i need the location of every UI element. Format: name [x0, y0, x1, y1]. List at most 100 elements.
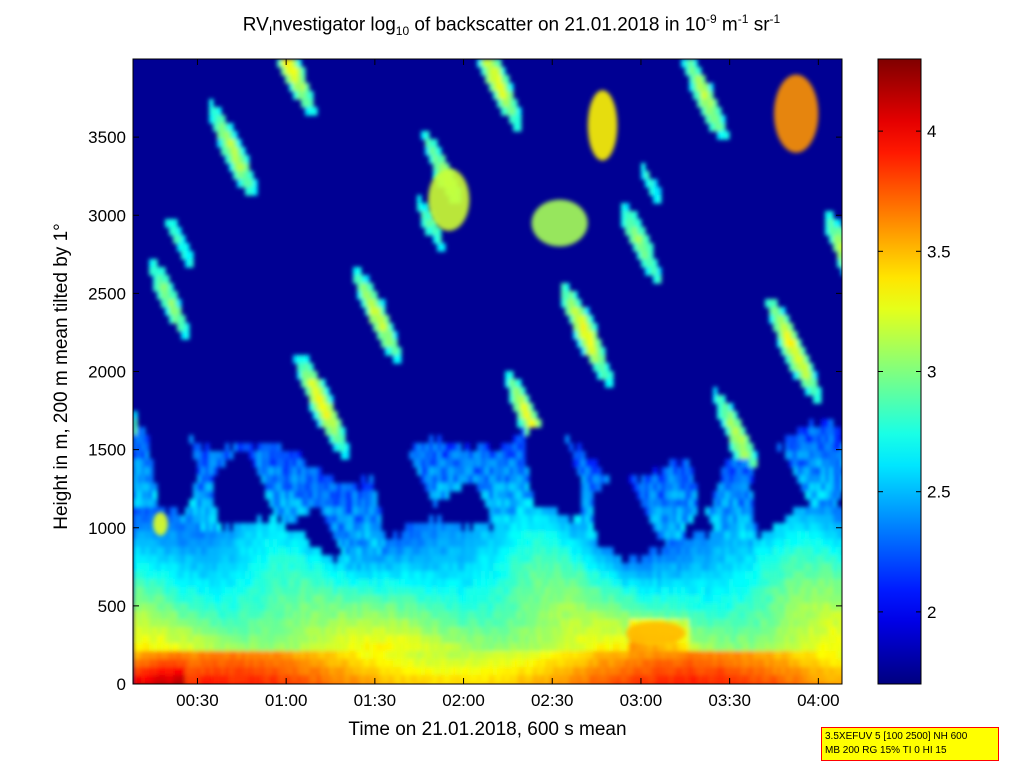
heatmap-cell: [709, 651, 714, 660]
heatmap-cell: [493, 75, 498, 84]
heatmap-cell: [333, 483, 338, 492]
heatmap-cell: [277, 563, 282, 572]
heatmap-cell: [537, 603, 542, 612]
heatmap-cell: [785, 587, 790, 596]
heatmap-cell: [513, 379, 518, 388]
heatmap-cell: [801, 507, 806, 516]
heatmap-cell: [337, 563, 342, 572]
heatmap-cell: [653, 267, 658, 276]
heatmap-cell: [585, 667, 590, 676]
heatmap-cell: [761, 627, 766, 636]
heatmap-cell: [769, 611, 774, 620]
heatmap-cell: [489, 75, 494, 84]
heatmap-cell: [493, 523, 498, 532]
heatmap-cell: [277, 667, 282, 676]
heatmap-cell: [225, 619, 230, 628]
heatmap-cell: [233, 523, 238, 532]
heatmap-cell: [313, 371, 318, 380]
heatmap-cell: [465, 635, 470, 644]
heatmap-cell: [193, 627, 198, 636]
heatmap-cell: [717, 491, 722, 500]
heatmap-cell: [733, 507, 738, 516]
heatmap-cell: [709, 595, 714, 604]
heatmap-cell: [637, 643, 642, 652]
heatmap-cell: [765, 675, 770, 684]
heatmap-cell: [177, 667, 182, 676]
heatmap-cell: [365, 627, 370, 636]
heatmap-cell: [217, 523, 222, 532]
heatmap-cell: [309, 563, 314, 572]
heatmap-cell: [525, 539, 530, 548]
heatmap-cell: [237, 147, 242, 156]
heatmap-cell: [577, 307, 582, 316]
heatmap-cell: [301, 467, 306, 476]
heatmap-cell: [513, 587, 518, 596]
heatmap-cell: [165, 547, 170, 556]
heatmap-cell: [469, 475, 474, 484]
heatmap-cell: [253, 571, 258, 580]
heatmap-cell: [617, 619, 622, 628]
heatmap-cell: [425, 475, 430, 484]
heatmap-cell: [301, 91, 306, 100]
heatmap-cell: [673, 547, 678, 556]
heatmap-cell: [813, 563, 818, 572]
heatmap-cell: [137, 619, 142, 628]
heatmap-cell: [525, 627, 530, 636]
heatmap-cell: [521, 643, 526, 652]
heatmap-cell: [249, 579, 254, 588]
heatmap-cell: [293, 67, 298, 76]
heatmap-cell: [553, 659, 558, 668]
heatmap-cell: [165, 531, 170, 540]
heatmap-cell: [741, 571, 746, 580]
heatmap-cell: [429, 651, 434, 660]
heatmap-cell: [577, 651, 582, 660]
heatmap-cell: [801, 371, 806, 380]
heatmap-cell: [761, 531, 766, 540]
heatmap-cell: [657, 275, 662, 284]
heatmap-cell: [537, 507, 542, 516]
heatmap-cell: [309, 611, 314, 620]
heatmap-cell: [353, 267, 358, 276]
heatmap-cell: [501, 107, 506, 116]
heatmap-cell: [701, 107, 706, 116]
heatmap-cell: [429, 667, 434, 676]
heatmap-cell: [313, 595, 318, 604]
heatmap-cell: [653, 179, 658, 188]
heatmap-cell: [269, 611, 274, 620]
heatmap-cell: [297, 363, 302, 372]
heatmap-cell: [429, 611, 434, 620]
heatmap-cell: [449, 523, 454, 532]
heatmap-cell: [685, 651, 690, 660]
heatmap-cell: [389, 547, 394, 556]
heatmap: [133, 59, 842, 684]
heatmap-cell: [765, 547, 770, 556]
heatmap-cell: [613, 659, 618, 668]
heatmap-cell: [221, 139, 226, 148]
heatmap-cell: [509, 107, 514, 116]
heatmap-cell: [701, 643, 706, 652]
heatmap-cell: [241, 147, 246, 156]
heatmap-cell: [505, 379, 510, 388]
heatmap-cell: [249, 643, 254, 652]
heatmap-cell: [461, 579, 466, 588]
heatmap-cell: [697, 99, 702, 108]
heatmap-cell: [369, 507, 374, 516]
heatmap-cell: [721, 419, 726, 428]
heatmap-cell: [229, 643, 234, 652]
heatmap-cell: [729, 579, 734, 588]
heatmap-cell: [293, 675, 298, 684]
heatmap-cell: [601, 603, 606, 612]
heatmap-cell: [445, 451, 450, 460]
heatmap-cell: [537, 531, 542, 540]
heatmap-cell: [513, 475, 518, 484]
heatmap-cell: [641, 667, 646, 676]
heatmap-cell: [733, 595, 738, 604]
heatmap-cell: [433, 451, 438, 460]
heatmap-cell: [425, 555, 430, 564]
heatmap-cell: [217, 459, 222, 468]
heatmap-cell: [501, 675, 506, 684]
heatmap-cell: [321, 571, 326, 580]
heatmap-cell: [137, 539, 142, 548]
heatmap-cell: [333, 643, 338, 652]
heatmap-cell: [329, 603, 334, 612]
